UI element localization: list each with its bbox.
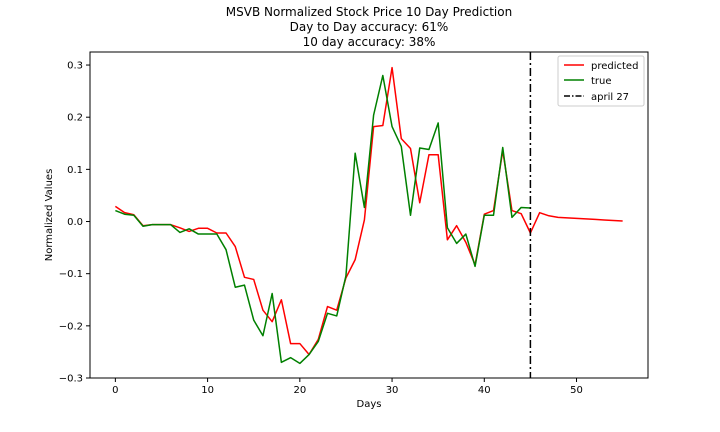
chart-title-line-2: Day to Day accuracy: 61% (290, 20, 449, 34)
x-axis-label: Days (357, 399, 382, 410)
y-axis-label: Normalized Values (44, 169, 55, 262)
y-tick-label: 0.0 (67, 217, 83, 228)
chart-title-line-3: 10 day accuracy: 38% (303, 35, 436, 49)
chart-title-line-1: MSVB Normalized Stock Price 10 Day Predi… (226, 5, 512, 19)
plot-frame (89, 51, 649, 379)
y-tick-label: −0.3 (59, 374, 83, 385)
y-tick-label: −0.2 (59, 321, 83, 332)
plot-area (114, 52, 623, 378)
y-tick-label: 0.3 (67, 61, 83, 72)
legend-label-true: true (591, 76, 612, 87)
legend-label-predicted: predicted (591, 61, 638, 72)
series-line-predicted (114, 66, 623, 356)
chart-title: MSVB Normalized Stock Price 10 Day Predi… (226, 5, 512, 49)
series-line-true (115, 74, 531, 365)
x-tick-label: 20 (293, 385, 306, 396)
y-axis-ticks: −0.3 −0.2 −0.1 0.0 0.1 0.2 0.3 (59, 61, 90, 385)
y-tick-label: −0.1 (59, 269, 83, 280)
x-tick-label: 30 (386, 385, 399, 396)
x-tick-label: 40 (478, 385, 491, 396)
legend-box (557, 55, 645, 107)
y-tick-label: 0.1 (67, 165, 83, 176)
y-tick-label: 0.2 (67, 113, 83, 124)
x-tick-label: 0 (112, 385, 118, 396)
legend-label-april-27: april 27 (591, 92, 629, 103)
x-tick-label: 50 (570, 385, 583, 396)
legend: predicted true april 27 (557, 55, 645, 107)
x-tick-label: 10 (201, 385, 214, 396)
x-axis-ticks: 0 10 20 30 40 50 (112, 378, 583, 396)
